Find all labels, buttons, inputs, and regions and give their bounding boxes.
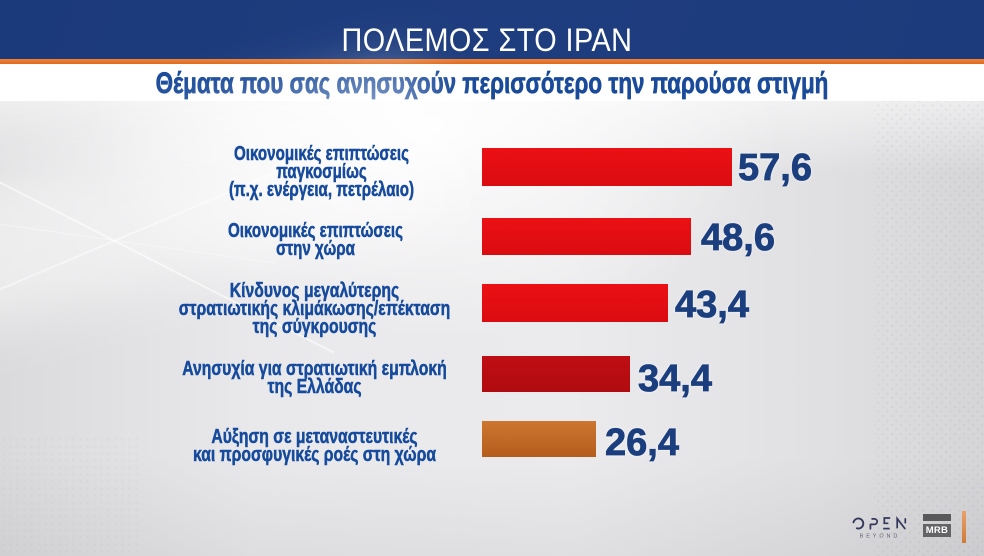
- svg-text:BEYOND: BEYOND: [860, 533, 901, 539]
